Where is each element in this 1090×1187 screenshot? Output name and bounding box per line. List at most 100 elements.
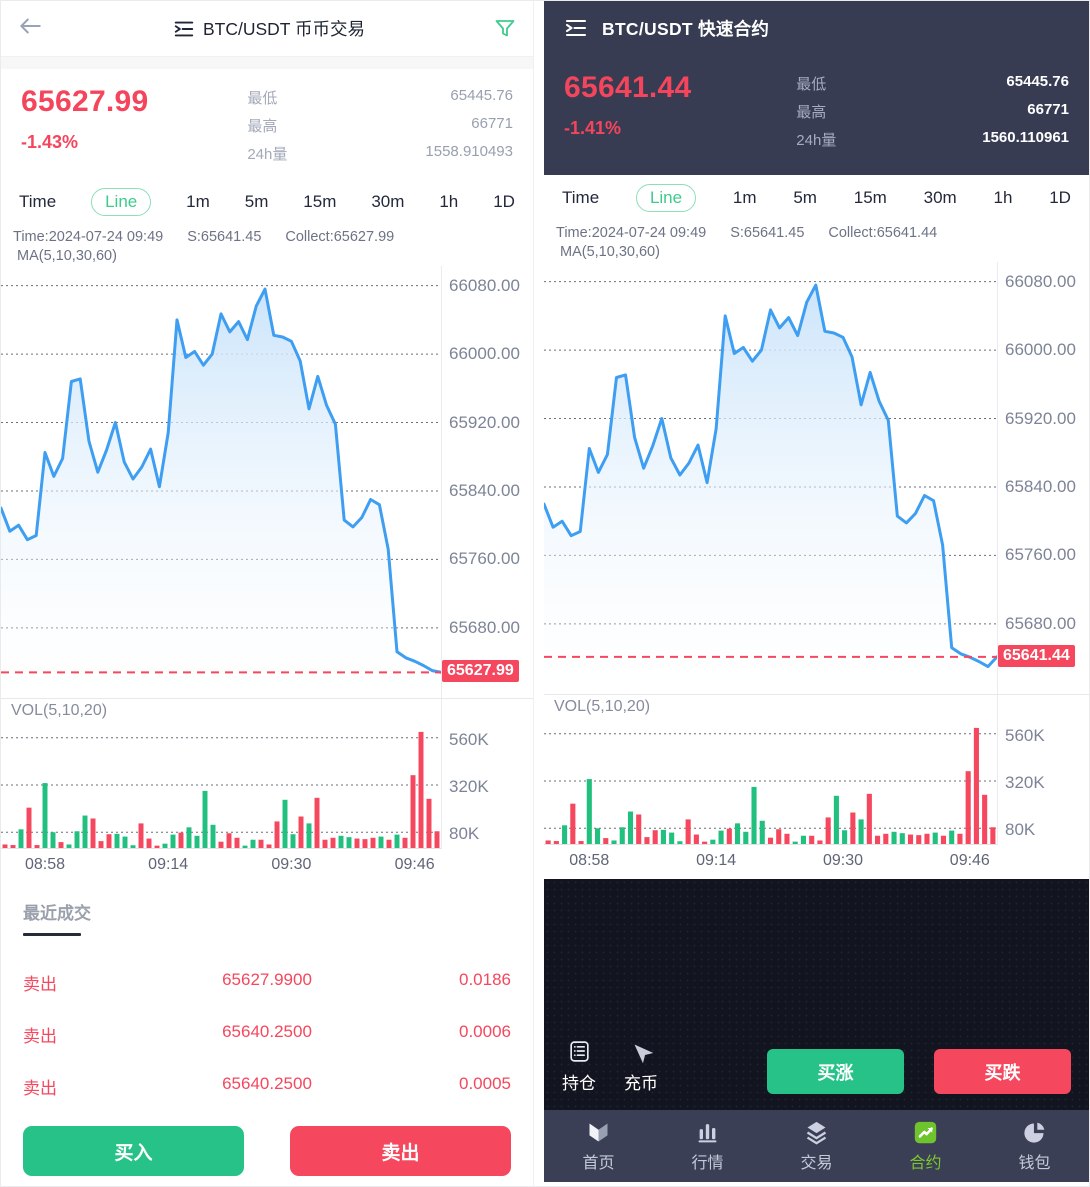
- nav-home[interactable]: 首页: [544, 1119, 653, 1173]
- trade-row: 卖出 65640.2500 0.0005: [23, 1074, 511, 1099]
- y-axis-label: 65760.00: [449, 549, 520, 569]
- interval-tabs: Time Line 1m 5m 15m 30m 1h 1D: [544, 175, 1089, 221]
- positions-icon: [569, 1041, 589, 1062]
- tab-1h[interactable]: 1h: [439, 192, 459, 211]
- y-axis-label: 66000.00: [449, 344, 520, 364]
- volume-legend: VOL(5,10,20): [554, 698, 651, 715]
- interval-tabs: Time Line 1m 5m 15m 30m 1h 1D: [1, 179, 533, 225]
- positions-button[interactable]: 持仓: [562, 1039, 596, 1094]
- wallet-icon: [1024, 1122, 1045, 1143]
- last-price: 65627.99: [21, 85, 149, 118]
- trade-price: 65640.2500: [222, 1074, 312, 1093]
- tab-1m[interactable]: 1m: [186, 192, 210, 211]
- tab-line[interactable]: Line: [635, 184, 697, 212]
- buy-up-button[interactable]: 买涨: [767, 1049, 904, 1094]
- volume-bars[interactable]: [544, 722, 997, 844]
- deposit-icon: [634, 1044, 653, 1064]
- tab-30m[interactable]: 30m: [923, 188, 957, 207]
- tab-1d[interactable]: 1D: [493, 192, 515, 211]
- x-axis-label: 09:46: [394, 856, 435, 873]
- legend-ma: MA(5,10,30,60): [560, 244, 660, 260]
- page-title: BTC/USDT 币币交易: [202, 19, 366, 39]
- chart-legend: Time:2024-07-24 09:49 S:65641.45 Collect:6…: [1, 225, 533, 266]
- back-icon[interactable]: [17, 13, 51, 44]
- x-axis-label: 08:58: [569, 852, 610, 869]
- chart-legend: Time:2024-07-24 09:49 S:65641.45 Collect:6…: [544, 221, 1089, 262]
- trade-side: 卖出: [23, 975, 57, 994]
- stat-high: 最高 66771: [796, 101, 1069, 121]
- nav-market[interactable]: 行情: [653, 1119, 762, 1173]
- volume-chart[interactable]: VOL(5,10,20) 560K 320K 80K: [1, 699, 533, 849]
- sell-button[interactable]: 卖出: [290, 1126, 511, 1176]
- quote-list-icon[interactable]: [173, 18, 195, 40]
- y-axis-label: 66080.00: [449, 275, 520, 295]
- x-axis-label: 09:30: [822, 852, 863, 869]
- time-axis: 08:58 09:14 09:30 09:46: [544, 845, 1089, 879]
- spot-header: BTC/USDT 币币交易: [1, 1, 533, 57]
- volume-axis-label: 320K: [1005, 773, 1045, 793]
- spot-price-block: 65627.99 -1.43% 最低 65445.76 最高 66771 24h量 1…: [1, 69, 533, 179]
- tab-time[interactable]: Time: [562, 188, 600, 207]
- trade-side: 卖出: [23, 1079, 57, 1098]
- quote-list-icon[interactable]: [564, 16, 588, 40]
- nav-contract[interactable]: 合约: [871, 1119, 980, 1173]
- volume-axis-label: 560K: [1005, 725, 1045, 745]
- stat-volume: 24h量 1558.910493: [247, 143, 513, 163]
- tab-15m[interactable]: 15m: [303, 192, 337, 211]
- legend-collect: Collect:65641.44: [828, 225, 938, 241]
- nav-wallet[interactable]: 钱包: [980, 1119, 1089, 1173]
- tab-recent-trades[interactable]: 最近成交: [23, 904, 91, 923]
- legend-s: S:65641.45: [730, 225, 805, 241]
- tab-1h[interactable]: 1h: [993, 188, 1013, 207]
- tab-5m[interactable]: 5m: [244, 192, 269, 211]
- filter-icon[interactable]: [487, 17, 517, 41]
- trade-price: 65640.2500: [222, 1022, 312, 1041]
- chart-divider: [1, 698, 533, 699]
- tab-5m[interactable]: 5m: [793, 188, 817, 207]
- x-axis-label: 09:30: [271, 856, 312, 873]
- buy-down-button[interactable]: 买跌: [934, 1049, 1071, 1094]
- y-axis-label: 65920.00: [449, 412, 520, 432]
- price-line-chart[interactable]: [1, 266, 441, 698]
- price-chart[interactable]: 65627.99 66080.00 66000.00 65920.00 65840.0…: [1, 266, 533, 698]
- tab-time[interactable]: Time: [19, 192, 57, 211]
- page-title: BTC/USDT 快速合约: [602, 18, 770, 39]
- current-price-chip: 65641.44: [998, 644, 1075, 667]
- price-chart[interactable]: 65641.44 66080.00 66000.00 65920.00 65840.0…: [544, 262, 1089, 694]
- x-axis-label: 09:14: [696, 852, 737, 869]
- y-axis-label: 66000.00: [1005, 340, 1076, 360]
- price-line-chart[interactable]: [544, 262, 997, 694]
- volume-chart[interactable]: VOL(5,10,20) 560K 320K 80K: [544, 695, 1089, 845]
- buy-button[interactable]: 买入: [23, 1126, 244, 1176]
- y-axis-label: 65920.00: [1005, 408, 1076, 428]
- legend-ma: MA(5,10,30,60): [17, 248, 117, 264]
- legend-time: Time:2024-07-24 09:49: [13, 229, 164, 245]
- nav-trade[interactable]: 交易: [762, 1119, 871, 1173]
- contract-action-zone: 持仓 充币 买涨 买跌: [544, 879, 1089, 1110]
- volume-y-axis: 560K 320K 80K: [441, 699, 533, 849]
- deposit-button[interactable]: 充币: [624, 1039, 658, 1094]
- contract-icon: [914, 1121, 937, 1144]
- market-icon: [698, 1124, 717, 1143]
- tab-line[interactable]: Line: [91, 188, 152, 216]
- volume-axis-label: 560K: [449, 729, 489, 749]
- legend-collect: Collect:65627.99: [285, 229, 395, 245]
- price-change: -1.41%: [564, 118, 622, 138]
- spot-panel: BTC/USDT 币币交易 65627.99 -1.43% 最低 65445.76…: [1, 1, 534, 1186]
- tab-30m[interactable]: 30m: [371, 192, 405, 211]
- price-change: -1.43%: [21, 132, 79, 152]
- stat-low: 最低 65445.76: [796, 73, 1069, 93]
- tab-1d[interactable]: 1D: [1049, 188, 1071, 207]
- volume-bars[interactable]: [1, 726, 441, 848]
- x-axis-label: 08:58: [24, 856, 66, 873]
- stat-volume: 24h量 1560.110961: [796, 129, 1069, 149]
- tab-1m[interactable]: 1m: [732, 188, 757, 207]
- volume-legend: VOL(5,10,20): [11, 702, 108, 719]
- tab-15m[interactable]: 15m: [853, 188, 887, 207]
- y-axis-label: 65680.00: [449, 617, 520, 637]
- trade-row: 卖出 65640.2500 0.0006: [23, 1022, 511, 1047]
- header-strip: [1, 57, 533, 69]
- bottom-nav: 首页 行情 交易 合约 钱包: [544, 1110, 1089, 1182]
- x-axis-label: 09:14: [148, 856, 189, 873]
- trade-icon: [806, 1121, 827, 1145]
